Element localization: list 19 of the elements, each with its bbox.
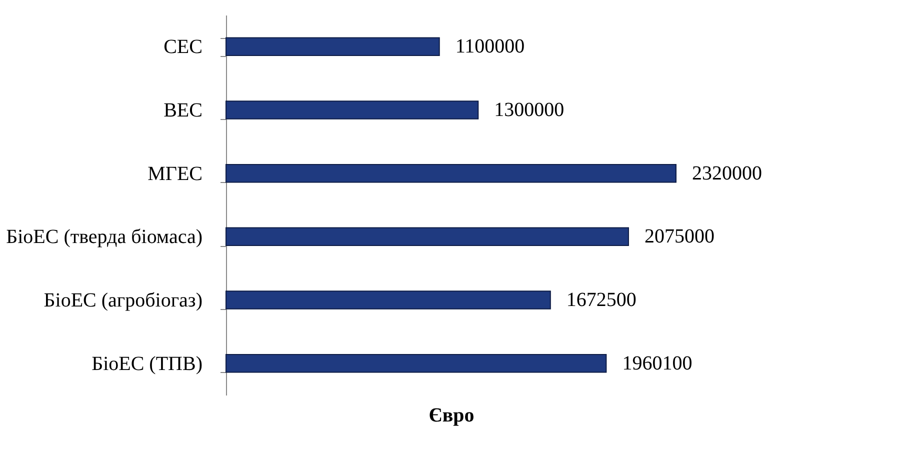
bar	[226, 100, 479, 120]
y-tick-label: МГЕС	[148, 162, 202, 185]
y-tick-label: БіоЕС (агробіогаз)	[44, 290, 202, 312]
bar	[226, 37, 440, 56]
data-label: 1960100	[622, 352, 692, 374]
y-tick-label: БіоЕС (ТПВ)	[92, 352, 202, 375]
y-tick-label: СЕС	[164, 36, 202, 58]
x-axis-title: Євро	[428, 404, 474, 426]
data-label: 1672500	[566, 289, 636, 311]
bar	[226, 164, 676, 183]
data-label: 2075000	[644, 226, 714, 248]
data-label: 1300000	[494, 99, 564, 121]
data-label: 1100000	[455, 36, 525, 58]
y-tick-label: ВЕС	[164, 100, 202, 122]
bar	[226, 227, 629, 246]
data-label: 2320000	[692, 162, 762, 184]
bar	[226, 354, 607, 373]
y-tick-label: БіоЕС (тверда біомаса)	[6, 226, 202, 248]
bar	[226, 290, 551, 310]
